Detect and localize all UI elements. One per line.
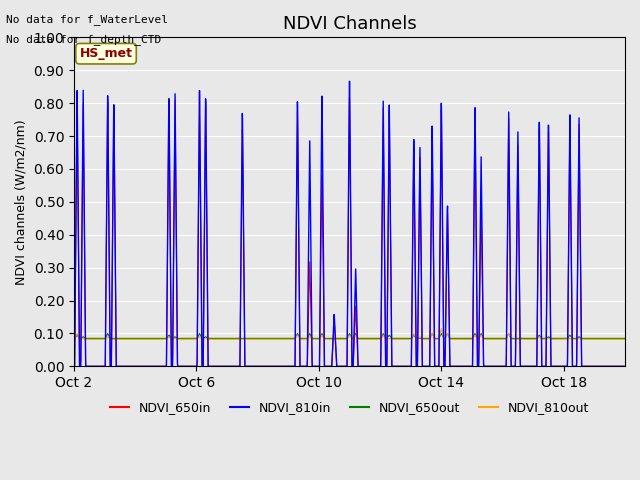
- NDVI_810in: [346, 78, 353, 84]
- NDVI_650out: [282, 336, 289, 341]
- Line: NDVI_810in: NDVI_810in: [74, 81, 625, 366]
- Line: NDVI_650out: NDVI_650out: [74, 334, 625, 338]
- NDVI_810in: [133, 363, 141, 369]
- NDVI_810out: [133, 336, 141, 342]
- NDVI_810out: [70, 336, 78, 342]
- NDVI_650out: [133, 336, 141, 341]
- NDVI_810in: [70, 363, 78, 369]
- Legend: NDVI_650in, NDVI_810in, NDVI_650out, NDVI_810out: NDVI_650in, NDVI_810in, NDVI_650out, NDV…: [105, 396, 594, 420]
- NDVI_650in: [166, 162, 173, 168]
- NDVI_810in: [282, 363, 289, 369]
- NDVI_810out: [166, 335, 173, 340]
- Text: HS_met: HS_met: [79, 47, 132, 60]
- NDVI_650in: [551, 363, 559, 369]
- NDVI_810out: [305, 335, 313, 340]
- NDVI_650in: [621, 363, 629, 369]
- NDVI_650in: [611, 363, 618, 369]
- NDVI_810out: [611, 336, 618, 342]
- NDVI_650out: [70, 336, 78, 341]
- NDVI_650out: [477, 331, 485, 336]
- Y-axis label: NDVI channels (W/m2/nm): NDVI channels (W/m2/nm): [15, 119, 28, 285]
- Line: NDVI_810out: NDVI_810out: [74, 329, 625, 339]
- NDVI_650in: [133, 363, 141, 369]
- NDVI_650in: [70, 363, 78, 369]
- NDVI_810in: [551, 363, 559, 369]
- NDVI_650out: [166, 333, 173, 339]
- NDVI_810in: [621, 363, 629, 369]
- NDVI_810in: [166, 158, 173, 164]
- NDVI_810in: [611, 363, 618, 369]
- NDVI_650in: [196, 93, 204, 98]
- Line: NDVI_650in: NDVI_650in: [74, 96, 625, 366]
- Text: No data for f_depth_CTD: No data for f_depth_CTD: [6, 34, 162, 45]
- Text: No data for f_WaterLevel: No data for f_WaterLevel: [6, 14, 168, 25]
- NDVI_810out: [621, 336, 629, 342]
- NDVI_650out: [305, 332, 313, 337]
- NDVI_810out: [282, 336, 289, 342]
- NDVI_810out: [551, 336, 559, 342]
- NDVI_650in: [282, 363, 289, 369]
- NDVI_650out: [621, 336, 629, 341]
- NDVI_810in: [305, 186, 313, 192]
- NDVI_650in: [305, 273, 313, 279]
- NDVI_810out: [438, 326, 445, 332]
- Title: NDVI Channels: NDVI Channels: [283, 15, 417, 33]
- NDVI_650out: [611, 336, 618, 341]
- NDVI_650out: [551, 336, 559, 341]
